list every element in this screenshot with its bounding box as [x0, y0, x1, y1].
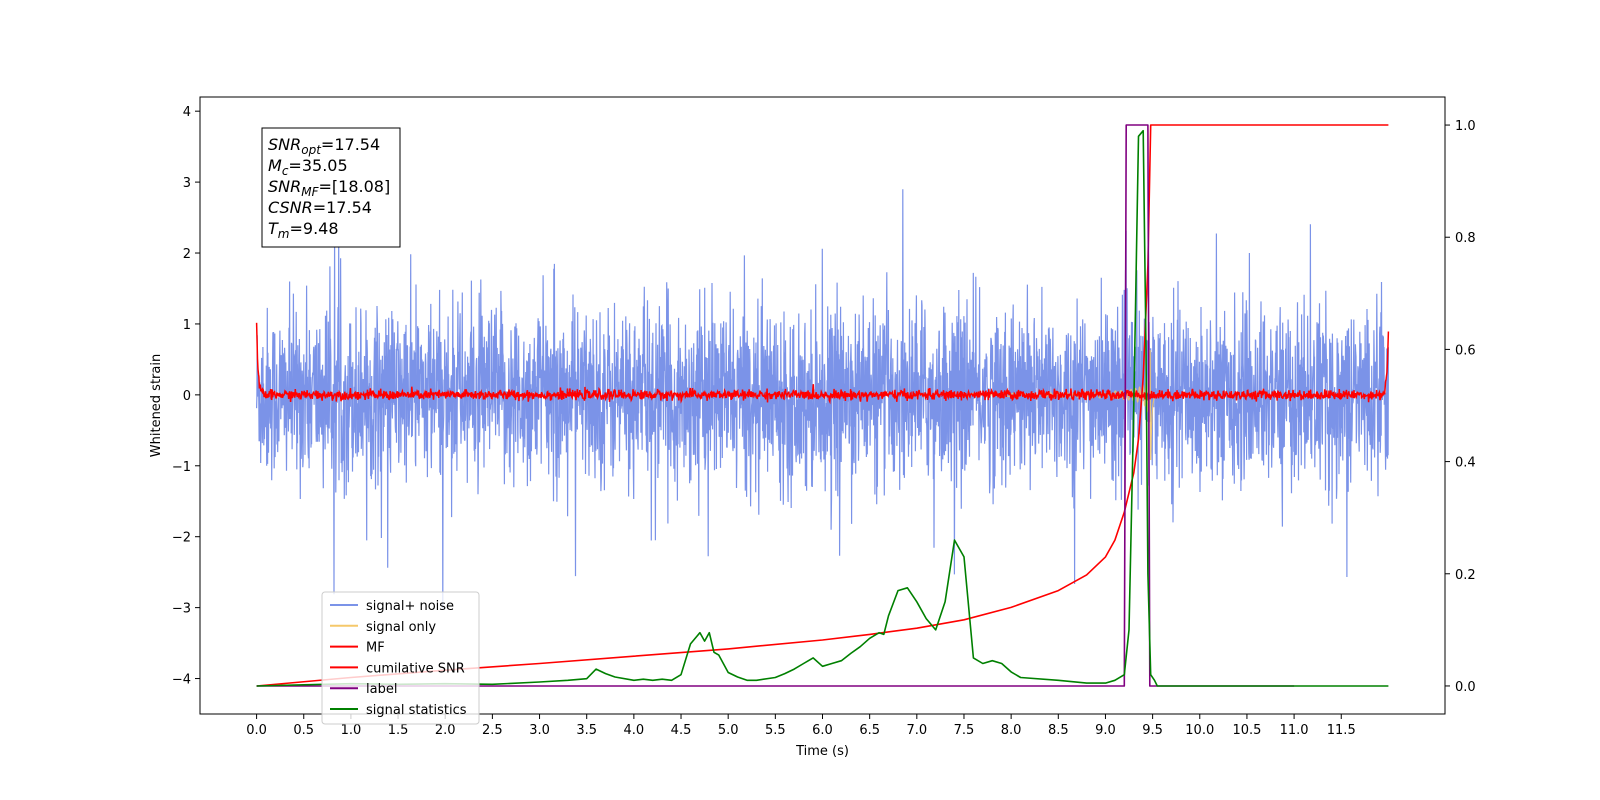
y-tick-label: 0 [183, 389, 191, 404]
y2-tick-label: 1.0 [1455, 119, 1476, 134]
y-tick-label: 3 [183, 176, 191, 191]
x-tick-label: 7.0 [906, 723, 927, 738]
y2-tick-label: 0.2 [1455, 568, 1476, 583]
x-tick-label: 1.0 [341, 723, 362, 738]
x-tick-label: 9.5 [1142, 723, 1163, 738]
y2-tick-label: 0.6 [1455, 343, 1476, 358]
y-tick-label: −4 [172, 673, 191, 688]
x-tick-label: 6.0 [812, 723, 833, 738]
x-tick-label: 10.5 [1232, 723, 1261, 738]
x-tick-label: 9.0 [1095, 723, 1116, 738]
x-tick-label: 5.5 [765, 723, 786, 738]
x-tick-label: 11.0 [1280, 723, 1309, 738]
legend-entry: label [366, 682, 397, 697]
annotation-line: CSNR=17.54 [268, 198, 372, 217]
y-tick-label: −2 [172, 531, 191, 546]
y-tick-label: −1 [172, 460, 191, 475]
x-tick-label: 2.0 [435, 723, 456, 738]
y-axis-ticks: 4 3 2 1 0 −1 −2 −3 −4 [172, 105, 200, 688]
signal-statistics-line [256, 129, 1389, 687]
y2-tick-label: 0.0 [1455, 680, 1476, 695]
mf-line [255, 322, 1390, 405]
cumulative-snr-line [256, 124, 1389, 687]
legend-entry: signal only [366, 620, 436, 635]
y2-tick-label: 0.8 [1455, 231, 1476, 246]
x-tick-label: 0.5 [293, 723, 314, 738]
x-tick-label: 0.0 [246, 723, 267, 738]
x-tick-label: 1.5 [388, 723, 409, 738]
signal-noise-line [256, 189, 1389, 609]
legend-entry: cumilative SNR [366, 661, 465, 676]
legend-entry: signal statistics [366, 703, 467, 718]
x-tick-label: 10.0 [1185, 723, 1214, 738]
y-tick-label: 1 [183, 318, 191, 333]
annotation-line: SNRopt=17.54 [268, 135, 380, 157]
mf-series [255, 322, 1390, 405]
legend: signal+ noise signal only MF cumilative SNR… [321, 591, 480, 725]
metrics-annotation-box: SNRopt=17.54Mc=35.05SNRMF=[18.08]CSNR=17… [261, 127, 401, 248]
x-tick-label: 4.0 [624, 723, 645, 738]
x-tick-label: 5.0 [718, 723, 739, 738]
right-axis-series [256, 124, 1389, 687]
annotation-line: Tm=9.48 [268, 219, 339, 241]
x-tick-label: 3.5 [576, 723, 597, 738]
legend-frame [321, 591, 480, 725]
x-tick-label: 2.5 [482, 723, 503, 738]
y-tick-label: −3 [172, 602, 191, 617]
x-tick-label: 3.0 [529, 723, 550, 738]
y-axis-label: Whitened strain [149, 354, 164, 457]
x-tick-label: 4.5 [671, 723, 692, 738]
y2-tick-label: 0.4 [1455, 456, 1476, 471]
annotation-line: SNRMF=[18.08] [268, 177, 390, 199]
x-tick-label: 8.5 [1048, 723, 1069, 738]
x-tick-label: 6.5 [859, 723, 880, 738]
x-tick-label: 8.0 [1001, 723, 1022, 738]
annotation-line: Mc=35.05 [268, 156, 348, 178]
signal-noise-series [256, 189, 1389, 609]
annotation-frame [261, 127, 401, 248]
x-tick-label: 7.5 [954, 723, 975, 738]
y-tick-label: 2 [183, 247, 191, 262]
x-axis-label: Time (s) [795, 744, 849, 759]
legend-entry: signal+ noise [366, 599, 454, 614]
x-axis-ticks: 0.0 0.5 1.0 1.5 2.0 2.5 3.0 3.5 4.0 4.5 5.0 5.5 6.0 6… [246, 714, 1356, 738]
x-tick-label: 11.5 [1327, 723, 1356, 738]
y2-axis-ticks: 1.0 0.8 0.6 0.4 0.2 0.0 [1445, 119, 1476, 695]
y-tick-label: 4 [183, 105, 191, 120]
legend-entry: MF [366, 641, 385, 656]
